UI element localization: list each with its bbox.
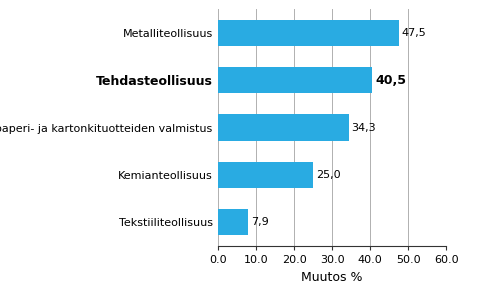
Bar bbox=[218, 67, 371, 93]
Bar bbox=[218, 20, 398, 46]
Text: 34,3: 34,3 bbox=[351, 122, 376, 133]
Text: 40,5: 40,5 bbox=[375, 74, 405, 87]
Text: 25,0: 25,0 bbox=[316, 170, 340, 180]
Bar bbox=[218, 209, 248, 235]
X-axis label: Muutos %: Muutos % bbox=[301, 271, 362, 284]
Text: 47,5: 47,5 bbox=[401, 28, 425, 38]
Bar bbox=[218, 162, 313, 188]
Text: 7,9: 7,9 bbox=[251, 217, 269, 227]
Bar bbox=[218, 115, 348, 140]
